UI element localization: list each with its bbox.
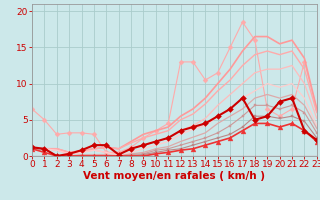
- X-axis label: Vent moyen/en rafales ( km/h ): Vent moyen/en rafales ( km/h ): [84, 171, 265, 181]
